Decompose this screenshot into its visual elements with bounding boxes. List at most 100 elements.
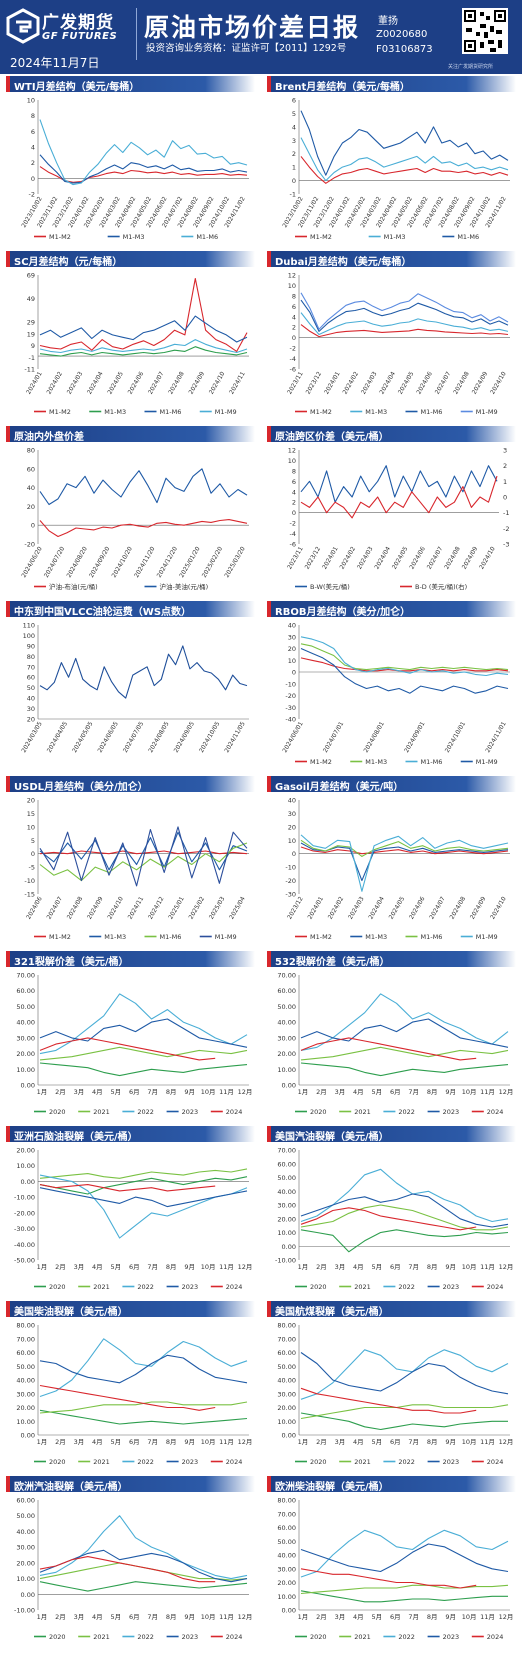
title-accent-bar	[267, 1476, 271, 1492]
chart-panel-vlcc: 中东到中国VLCC油轮运费（WS点数） 110 100 90 80 70 60 50 40 30 2…	[6, 601, 255, 773]
y-tick-label: 2	[31, 159, 35, 167]
x-tick-label: 2024/07	[428, 895, 447, 920]
legend-label: 2023	[443, 1458, 460, 1466]
x-tick-label: 2024/04	[378, 370, 397, 395]
x-tick-label: 5月	[371, 1088, 382, 1096]
x-tick-label: 2024/08/01	[363, 720, 386, 754]
y-tick-label: 20	[288, 823, 296, 831]
x-tick-label: 1月	[37, 1263, 48, 1271]
y-tick-label: 2	[292, 324, 296, 332]
y-tick-label: 0.00	[21, 1082, 35, 1090]
legend-label: 2021	[93, 1458, 110, 1466]
chart-panel-dubai: Dubai月差结构（美元/每桶） 12 10 8 6 4 2 0 -2 -4 -6 2023/11 20…	[267, 251, 516, 423]
x-tick-label: 2月	[55, 1613, 66, 1621]
y-tick-label: 10	[288, 657, 296, 665]
y-tick-label: 19	[27, 330, 35, 338]
x-tick-label: 2024/06	[408, 545, 427, 570]
chart-title: USDL月差结构（美分/加仑）	[14, 782, 148, 793]
series-line	[39, 519, 248, 538]
series-line	[300, 1207, 477, 1231]
legend-label: 2021	[354, 1108, 371, 1116]
legend-label: 2024	[487, 1108, 504, 1116]
x-tick-label: 2024/09/20	[88, 545, 111, 579]
y-tick-label: -10.00	[14, 1607, 35, 1615]
x-tick-label: 9月	[445, 1263, 456, 1271]
y-tick-label: 10	[27, 823, 35, 831]
y-tick-label: 0	[292, 850, 296, 858]
x-tick-label: 2024/07	[147, 370, 166, 395]
legend-label: 2021	[354, 1458, 371, 1466]
legend-label: M1-M6	[160, 933, 182, 941]
legend-label: 2020	[49, 1283, 66, 1291]
x-tick-label: 2024/09	[469, 895, 488, 920]
x-tick-label: 8月	[166, 1263, 177, 1271]
y-tick-label: 60.00	[16, 1497, 35, 1505]
y-tick-label: -1	[290, 191, 296, 199]
chart-eu-diesel: 80.00 70.00 60.00 50.00 40.00 30.00 20.00 10.00…	[277, 1497, 513, 1642]
x-tick-label: 10月	[201, 1613, 216, 1621]
legend-label: 2023	[182, 1283, 199, 1291]
chart-title: WTI月差结构（美元/每桶）	[14, 82, 140, 93]
legend-label: M1-M6	[421, 933, 443, 941]
x-tick-label: 12月	[238, 1088, 253, 1096]
header-divider	[136, 8, 137, 60]
y-tick-label: 60	[27, 465, 35, 473]
x-tick-label: 2024/06	[408, 895, 427, 920]
x-tick-label: 2024/10	[478, 545, 497, 570]
x-tick-label: 4月	[353, 1263, 364, 1271]
x-tick-label: 10月	[462, 1613, 477, 1621]
x-tick-label: 2024/11/20	[133, 545, 156, 579]
y-tick-label: 10.00	[16, 1418, 35, 1426]
y-tick-label: 20.00	[16, 1404, 35, 1412]
series-line	[300, 1568, 477, 1589]
x-tick-label: 3月	[74, 1613, 85, 1621]
x-tick-label: 2024/03	[360, 370, 379, 395]
y-tick-label: -40	[285, 716, 296, 724]
y-tick-label: 60.00	[277, 987, 296, 995]
x-tick-label: 2024/03	[356, 545, 375, 570]
series-line	[39, 1176, 248, 1195]
y-tick-label: 12	[288, 447, 296, 455]
chart-title-bar: 亚洲石脑油裂解（美元/桶）	[6, 1126, 255, 1143]
y-tick-label: 10	[288, 282, 296, 290]
x-tick-label: 2月	[316, 1613, 327, 1621]
x-tick-label: 2024/04	[367, 895, 386, 920]
x-tick-label: 12月	[238, 1613, 253, 1621]
legend-label: 2020	[310, 1108, 327, 1116]
y-tick-label: 60	[27, 674, 35, 682]
y-tick-label: 8	[292, 467, 296, 475]
x-tick-label: 2024/05	[106, 370, 125, 395]
x-tick-label: 2024/12	[147, 895, 166, 920]
x-tick-label: 2024/01	[307, 895, 326, 920]
legend-label: 2022	[137, 1283, 154, 1291]
x-tick-label: 2024/07	[434, 370, 453, 395]
x-tick-label: 2024/10	[489, 370, 508, 395]
legend-label: 2024	[226, 1633, 243, 1641]
y-tick-label: 10.00	[277, 1229, 296, 1237]
analyst-id-1: Z0020680	[376, 29, 428, 40]
y-tick-label: -10	[285, 864, 296, 872]
license-text: 投资咨询业务资格：证监许可【2011】1292号	[146, 43, 347, 54]
x-tick-label: 2024/09/01	[403, 720, 426, 754]
y2-tick-label: 1	[503, 478, 507, 486]
y-tick-label: 2	[292, 150, 296, 158]
legend-label: M1-M2	[310, 758, 332, 766]
series-line	[300, 475, 498, 519]
x-tick-label: 1月	[298, 1613, 309, 1621]
x-tick-label: 2024/04	[373, 545, 392, 570]
x-tick-label: 2024/03	[66, 370, 85, 395]
x-tick-label: 2024/11/01	[484, 720, 507, 754]
x-tick-label: 2024/03	[347, 895, 366, 920]
chart-panel-brent: Brent月差结构（美元/每桶） 6 5 4 3 2 1 0 -1 2023/10/02 2023/…	[267, 76, 516, 248]
legend-label: 2021	[93, 1283, 110, 1291]
legend-label: M1-M2	[310, 233, 332, 241]
y-tick-label: -10	[24, 877, 35, 885]
x-tick-label: 6月	[129, 1263, 140, 1271]
company-name-en: GF FUTURES	[42, 31, 118, 42]
x-tick-label: 3月	[335, 1613, 346, 1621]
title-accent-bar	[6, 251, 10, 267]
series-line	[300, 643, 509, 671]
qr-code-icon[interactable]	[462, 8, 508, 54]
legend-label: M1-M3	[384, 233, 406, 241]
